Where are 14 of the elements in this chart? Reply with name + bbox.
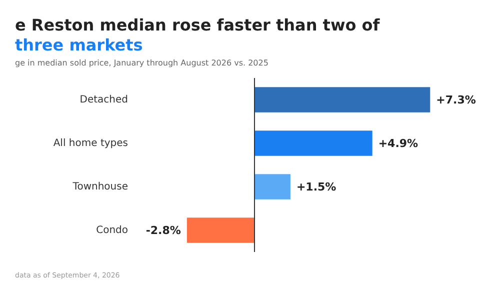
data-label: +1.5% (296, 180, 336, 194)
y-tick-label: Townhouse (72, 181, 128, 192)
chart-subtitle: ge in median sold price, January through August 2026 vs. 2025 (15, 58, 268, 68)
y-tick-label: All home types (53, 138, 128, 149)
data-label: -2.8% (146, 224, 181, 237)
bar (254, 87, 430, 112)
y-tick-label: Condo (96, 224, 128, 236)
bar (254, 130, 372, 156)
bar (254, 174, 290, 200)
bar (186, 218, 254, 243)
y-tick-label: Detached (80, 94, 128, 106)
data-label: +4.9% (378, 136, 418, 150)
chart-title: e Reston median rose faster than two of three markets (15, 16, 381, 54)
data-label: +7.3% (436, 93, 476, 106)
